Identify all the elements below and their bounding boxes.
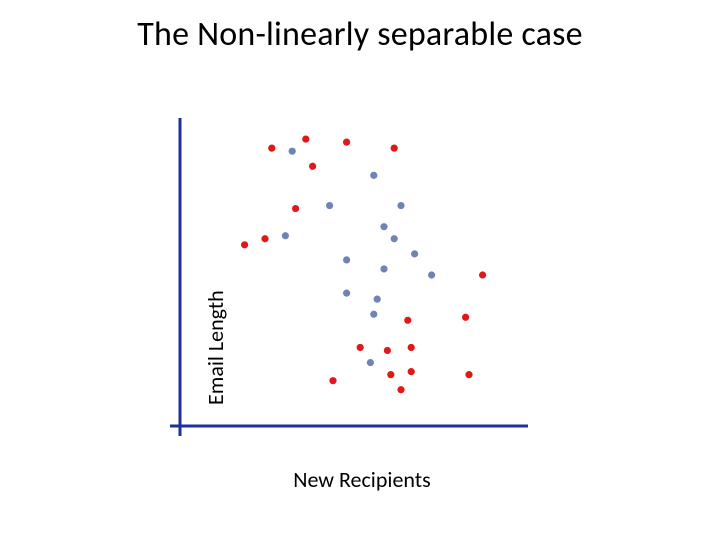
data-point <box>343 290 350 297</box>
data-point <box>241 241 248 248</box>
data-point <box>370 172 377 179</box>
data-point <box>292 205 299 212</box>
data-point <box>261 235 268 242</box>
data-point <box>268 145 275 152</box>
data-point <box>479 271 486 278</box>
data-point <box>391 235 398 242</box>
data-point <box>329 377 336 384</box>
x-axis-label: New Recipients <box>232 466 492 493</box>
data-point <box>357 344 364 351</box>
y-axis-label: Email Length <box>202 290 229 405</box>
data-point <box>343 256 350 263</box>
data-point <box>309 163 316 170</box>
data-point <box>374 296 381 303</box>
data-point <box>384 347 391 354</box>
data-point <box>408 368 415 375</box>
data-point <box>465 371 472 378</box>
data-point <box>282 232 289 239</box>
data-point <box>397 386 404 393</box>
data-point <box>408 344 415 351</box>
data-point <box>343 139 350 146</box>
data-point <box>367 359 374 366</box>
data-point <box>411 250 418 257</box>
data-point <box>380 223 387 230</box>
slide-title: The Non-linearly separable case <box>0 14 720 55</box>
data-point <box>397 202 404 209</box>
slide: The Non-linearly separable case Email Le… <box>0 0 720 540</box>
data-point <box>391 145 398 152</box>
data-point <box>289 148 296 155</box>
data-point <box>462 314 469 321</box>
data-point <box>380 265 387 272</box>
data-point <box>326 202 333 209</box>
data-point <box>370 311 377 318</box>
data-point <box>404 317 411 324</box>
data-point <box>428 271 435 278</box>
data-point <box>387 371 394 378</box>
data-point <box>302 136 309 143</box>
